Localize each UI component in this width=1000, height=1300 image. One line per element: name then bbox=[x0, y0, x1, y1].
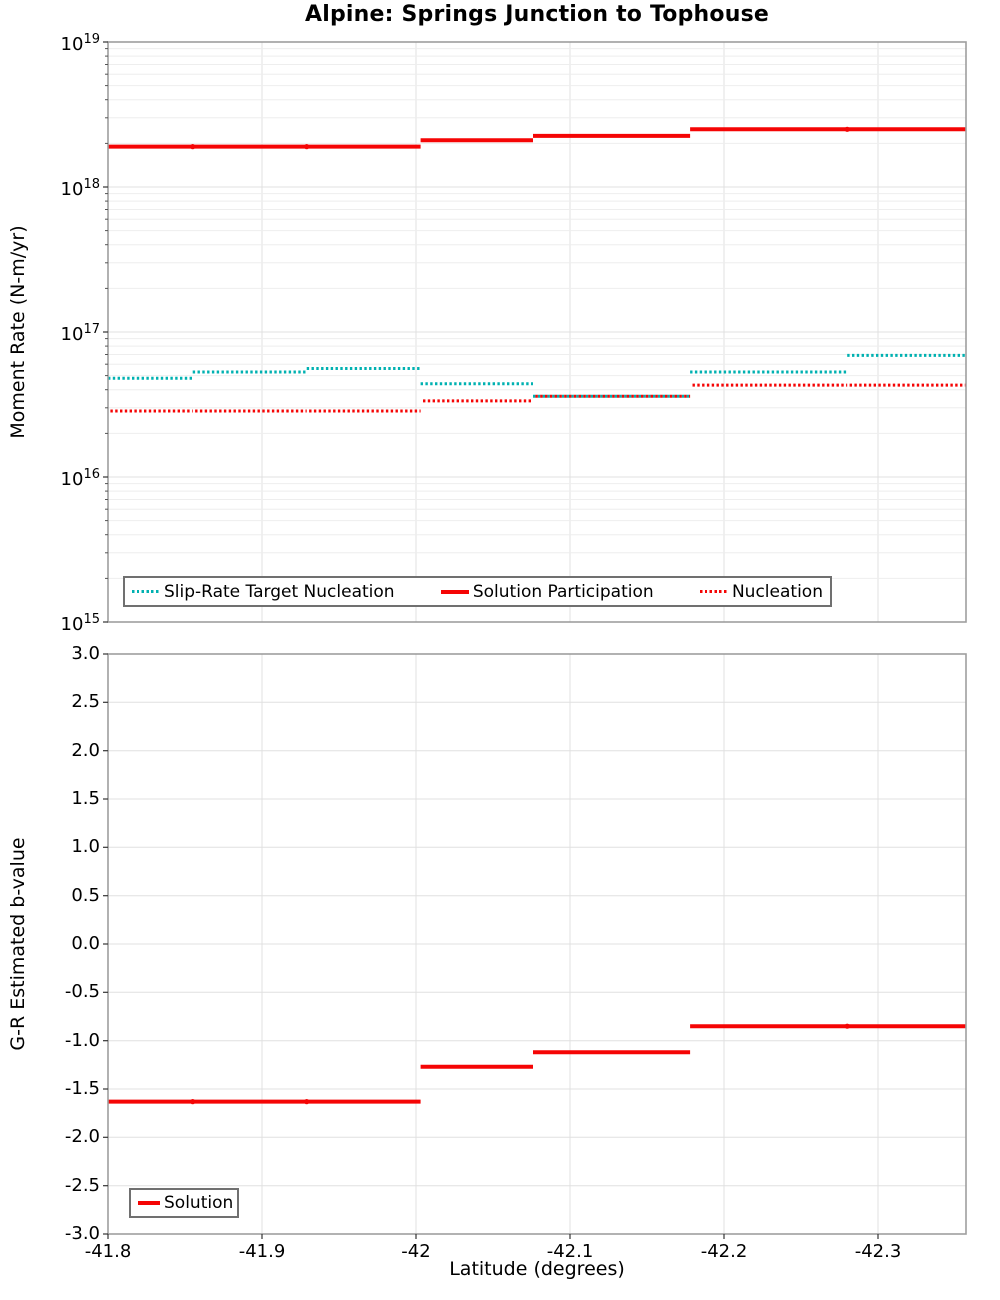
moment-rate-tick-label: 1017 bbox=[60, 322, 100, 345]
x-tick-label: -41.8 bbox=[84, 1241, 132, 1262]
legend-label: Solution bbox=[164, 1193, 234, 1213]
latitude-axis-label: Latitude (degrees) bbox=[449, 1258, 625, 1280]
b-value-tick-label: 2.5 bbox=[71, 691, 100, 713]
red-dotted-line-swatch bbox=[699, 590, 728, 593]
teal-dotted-line-swatch bbox=[132, 590, 160, 593]
x-tick-label: -42.3 bbox=[854, 1241, 902, 1262]
b-value-tick-label: -1.5 bbox=[64, 1078, 100, 1099]
legend-entry-nucleation: Nucleation bbox=[699, 581, 823, 602]
moment-rate-tick-label: 1018 bbox=[60, 177, 100, 200]
series-solution-marker bbox=[844, 1023, 850, 1029]
b-value-tick-label: -2.5 bbox=[64, 1174, 100, 1196]
legend-label: Solution Participation bbox=[472, 581, 654, 602]
series-solution-participation-marker bbox=[304, 144, 310, 150]
x-tick-label: -41.9 bbox=[238, 1241, 286, 1262]
b-value-tick-label: 0.0 bbox=[71, 933, 100, 954]
moment-rate-tick-label: 1016 bbox=[60, 467, 100, 490]
b-value-tick-label: 1.0 bbox=[71, 836, 100, 858]
legend-label: Nucleation bbox=[731, 581, 823, 602]
x-tick-label: -42 bbox=[401, 1241, 431, 1262]
legend-entry-solution: Solution bbox=[138, 1193, 233, 1213]
series-solution-marker bbox=[304, 1099, 310, 1105]
legend-entry-solution-participation: Solution Participation bbox=[440, 581, 654, 602]
x-tick-label: -42.1 bbox=[546, 1241, 594, 1262]
series-solution-participation-marker bbox=[844, 126, 850, 132]
b-value-tick-label: -3.0 bbox=[64, 1223, 100, 1244]
b-value-tick-label: -1.0 bbox=[64, 1029, 100, 1051]
series-solution-marker bbox=[190, 1099, 196, 1105]
legend-entry-slip-rate-target: Slip-Rate Target Nucleation bbox=[132, 582, 395, 602]
b-value-tick-label: 3.0 bbox=[71, 643, 100, 664]
red-solid-line-swatch bbox=[440, 589, 469, 594]
red-solid-line-swatch bbox=[138, 1201, 160, 1205]
b-value-tick-label: -0.5 bbox=[64, 981, 100, 1003]
x-tick-label: -42.2 bbox=[700, 1241, 748, 1262]
b-value-tick-label: 0.5 bbox=[71, 884, 100, 906]
legend-label: Slip-Rate Target Nucleation bbox=[164, 581, 395, 602]
b-value-tick-label: -2.0 bbox=[64, 1126, 100, 1148]
chart-title: Alpine: Springs Junction to Tophouse bbox=[305, 2, 769, 27]
b-value-legend: Solution bbox=[129, 1188, 239, 1218]
moment-rate-tick-label: 1015 bbox=[60, 612, 100, 635]
moment-rate-tick-label: 1019 bbox=[60, 32, 100, 55]
moment-rate-legend: Slip-Rate Target Nucleation Solution Par… bbox=[123, 576, 832, 607]
b-value-tick-label: 1.5 bbox=[71, 788, 100, 809]
b-value-tick-label: 2.0 bbox=[71, 739, 100, 761]
series-solution-participation-marker bbox=[190, 144, 196, 150]
